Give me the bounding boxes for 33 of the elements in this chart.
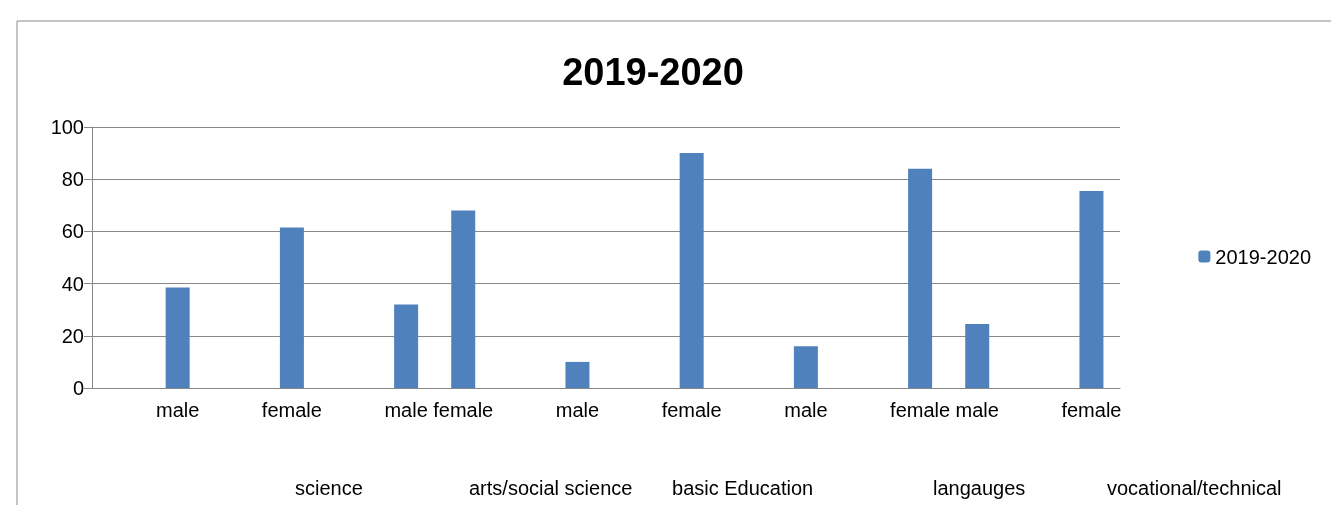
y-tick-label: 0	[72, 377, 84, 399]
text: arts/social science	[469, 477, 633, 499]
y-tick-label: 40	[61, 272, 84, 295]
legend-label: 2019-2020	[1215, 245, 1312, 268]
x-tick-label: male	[384, 399, 428, 421]
text: langauges	[933, 477, 1026, 499]
y-tick-label: 80	[61, 168, 84, 191]
y-tick-label: 100	[50, 116, 84, 138]
x-tick-label: male	[555, 399, 600, 421]
x-tick-label: male	[955, 399, 999, 421]
bar	[908, 168, 933, 388]
bar	[279, 227, 304, 388]
x-tick-label: female	[661, 399, 722, 421]
text: science	[295, 477, 363, 499]
bar	[793, 346, 818, 388]
text: basic Education	[672, 477, 814, 499]
x-tick-label: female	[1061, 399, 1122, 421]
x-tick-label: female	[890, 399, 951, 421]
text: vocational/technical	[1106, 477, 1282, 499]
bar	[1079, 190, 1104, 388]
x-tick-label: male	[155, 399, 200, 421]
bar	[565, 361, 590, 388]
x-tick-label: female	[261, 399, 322, 421]
y-tick-label: 60	[61, 220, 84, 243]
bar	[451, 210, 476, 388]
bar	[165, 287, 190, 388]
x-tick-label: male	[784, 399, 828, 421]
y-tick-label: 20	[61, 324, 84, 347]
bar	[679, 153, 704, 388]
chart-title: 2019-2020	[562, 51, 744, 93]
x-tick-label: female	[433, 399, 494, 421]
bar	[394, 304, 419, 388]
bar	[965, 324, 990, 388]
